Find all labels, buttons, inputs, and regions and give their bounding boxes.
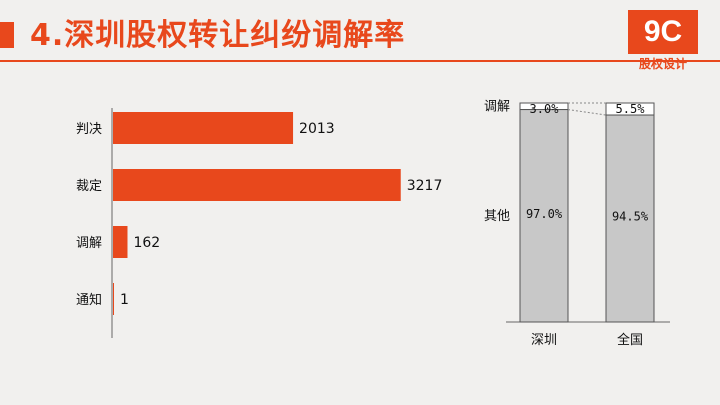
hbar-category-label: 调解 [76,236,102,251]
logo-subtitle: 股权设计 [638,57,687,71]
logo-mark: 9C [628,10,698,54]
page-title: 4.深圳股权转让纠纷调解率 [30,18,406,53]
title-divider [0,60,720,62]
hbar-bar [113,112,294,144]
hbar-category-label: 判决 [76,122,102,137]
hbar-bar [113,226,128,258]
stack-label-other: 97.0% [526,207,563,221]
stack-label-mediation: 3.0% [530,102,560,116]
stack-label-other: 94.5% [612,210,649,224]
stack-series-label: 调解 [484,99,510,114]
stack-category-label: 深圳 [531,333,557,348]
hbar-value-label: 1 [120,292,129,308]
hbar-bar [113,283,114,315]
stack-label-mediation: 5.5% [616,102,646,116]
hbar-value-label: 162 [133,235,160,251]
stack-category-label: 全国 [617,332,643,348]
stack-connector-line [567,109,607,116]
title-accent-bar [0,22,14,48]
stack-segment-other [519,109,569,323]
hbar-category-label: 裁定 [76,178,102,194]
brand-logo: 9C 股权设计 [628,10,698,72]
hbar-value-label: 3217 [407,178,443,194]
hbar-bar [113,169,401,201]
stack-series-label: 其他 [484,209,510,224]
hbar-category-label: 通知 [76,292,102,308]
stack-segment-other [605,114,655,323]
hbar-value-label: 2013 [299,121,335,137]
